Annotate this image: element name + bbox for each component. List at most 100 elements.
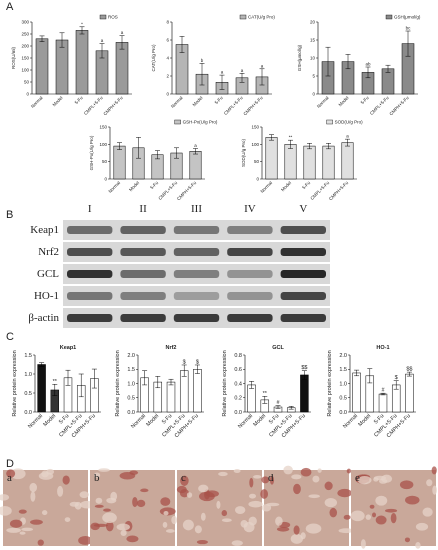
blot-band [67,248,113,256]
blot-band [227,226,273,234]
image-label: e [355,472,360,484]
y-tick-label: 100 [21,68,29,73]
bar [300,374,309,413]
blot-band [280,314,326,322]
legend-label: GSH(μmol/g) [394,15,421,20]
annotation: bc [406,26,412,31]
legend-swatch [326,119,333,125]
tissue-cell [120,530,127,536]
tissue-cell [6,527,22,533]
tissue-cell [221,518,232,523]
tissue-cell [30,519,43,525]
tissue-cell [338,528,354,534]
error-bar [194,364,200,374]
tissue-cell [200,512,206,521]
tissue-cell [329,507,338,518]
error-bar [65,369,71,386]
tissue-cell [160,497,171,506]
row-label: Keap1 [30,224,59,236]
tissue-cell [41,510,48,516]
tissue-cell [369,504,375,509]
error-bar [259,68,265,86]
tissue-cell [372,512,377,518]
tissue-cell [18,509,27,514]
panel-label: A [6,1,14,13]
legend-label: ROS [108,15,118,20]
image-label: d [268,472,274,484]
legend-swatch [174,119,181,125]
tissue-cell [283,465,293,475]
error-bar [385,64,391,73]
bar [378,393,388,413]
blot-band [227,314,273,322]
annotation: $ [183,359,186,365]
tissue-cell [29,482,38,493]
tissue-cell [343,514,351,520]
blot-band [173,270,220,278]
error-bar [155,150,160,160]
tissue-cell [9,519,23,528]
bar [247,384,256,413]
annotation: b [201,58,204,63]
chart-title: HO-1 [376,345,389,351]
blot-band [67,226,113,234]
y-axis-label: GSH(μmol/g) [297,44,302,71]
tissue-cell [103,508,111,512]
tissue-cell [373,477,379,482]
y-tick-label: 0.5 [339,396,347,402]
error-bar [301,370,307,380]
y-tick-label: 0 [312,92,315,97]
x-tick-label: 5-Fu [149,180,159,190]
legend-label: CAT(U/g Pro) [248,15,275,20]
error-bar [168,378,174,386]
y-tick-label: 0 [256,177,259,182]
chart-title: GCL [272,345,284,351]
error-bar [39,35,45,42]
blot-band [120,292,166,300]
legend-swatch [385,14,393,20]
annotation: a [241,68,244,73]
error-bar [307,143,312,150]
tissue-cell [218,471,228,477]
x-tick-label: 5-Fu [301,180,311,190]
tissue-cell [64,517,71,523]
tissue-cell [399,480,414,490]
y-tick-label: 50 [254,159,260,164]
y-tick-label: 15 [310,38,316,43]
y-tick-label: 0.0 [127,410,135,416]
error-bar [326,143,331,150]
tissue-cell [37,539,44,546]
tissue-cell [276,526,290,532]
y-tick-label: 150 [99,125,107,130]
error-bar [405,30,411,57]
error-bar [406,371,412,377]
tissue-cell [194,525,202,534]
y-tick-label: 0.0 [339,410,347,416]
blot-strip [63,286,330,306]
panel-label: B [6,209,13,221]
blot-band [227,248,273,256]
tissue-cell [132,496,138,508]
y-tick-label: 6 [166,38,169,43]
tissue-cell [136,499,146,508]
blot-band [227,270,273,278]
tissue-cell [385,508,398,513]
annotation: ab [365,62,371,67]
error-bar [136,137,141,159]
annotation: ** [53,379,58,385]
bar [37,364,46,413]
tissue-cell [275,516,283,526]
tissue-cell [95,497,103,504]
row-label: GCL [37,268,59,280]
y-tick-label: 0.5 [24,391,32,397]
tissue-cell [293,483,301,495]
bar [35,38,49,95]
error-bar [155,376,161,389]
tissue-cell [57,485,64,497]
y-tick-label: 50 [102,159,108,164]
error-bar [393,380,399,390]
image-label: c [181,472,186,484]
blot-band [67,314,113,322]
x-tick-label: 5-Fu [214,95,224,105]
tissue-cell [308,494,320,499]
